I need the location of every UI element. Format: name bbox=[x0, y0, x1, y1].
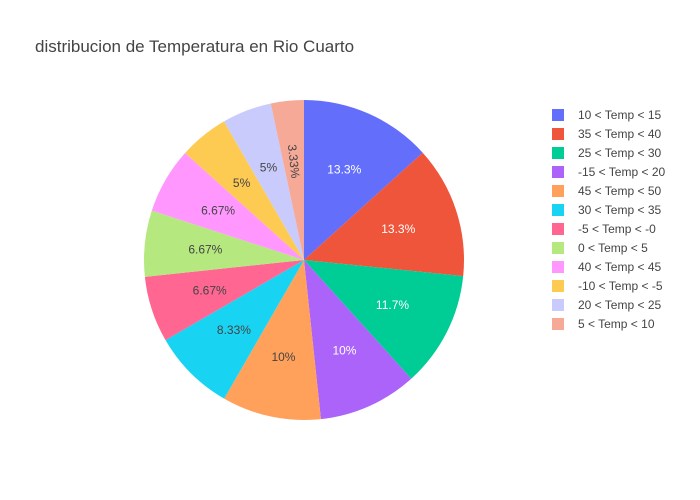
chart-title: distribucion de Temperatura en Rio Cuart… bbox=[35, 37, 354, 56]
legend-label: 0 < Temp < 5 bbox=[578, 241, 648, 255]
pie-slice[interactable] bbox=[304, 260, 412, 420]
legend-label: 10 < Temp < 15 bbox=[578, 108, 662, 122]
legend-swatch bbox=[552, 166, 564, 178]
legend-item[interactable]: -15 < Temp < 20 bbox=[552, 165, 665, 179]
legend-swatch bbox=[552, 204, 564, 216]
pie-slice[interactable] bbox=[185, 121, 304, 260]
pie-slice[interactable] bbox=[304, 100, 423, 260]
legend-item[interactable]: 40 < Temp < 45 bbox=[552, 260, 662, 274]
legend-swatch bbox=[552, 128, 564, 140]
legend-swatch bbox=[552, 242, 564, 254]
legend-label: 25 < Temp < 30 bbox=[578, 146, 662, 160]
legend-item[interactable]: 45 < Temp < 50 bbox=[552, 184, 662, 198]
legend-swatch bbox=[552, 147, 564, 159]
slice-label: 6.67% bbox=[201, 203, 235, 217]
slice-label: 10% bbox=[271, 350, 295, 364]
legend-item[interactable]: 20 < Temp < 25 bbox=[552, 298, 662, 312]
legend-label: 30 < Temp < 35 bbox=[578, 203, 662, 217]
legend-swatch bbox=[552, 223, 564, 235]
pie-slices bbox=[143, 100, 464, 420]
legend-label: 5 < Temp < 10 bbox=[578, 317, 655, 331]
slice-label: 6.67% bbox=[193, 284, 227, 298]
legend-label: 40 < Temp < 45 bbox=[578, 260, 662, 274]
legend-swatch bbox=[552, 280, 564, 292]
legend-swatch bbox=[552, 185, 564, 197]
legend-swatch bbox=[552, 299, 564, 311]
legend-label: -15 < Temp < 20 bbox=[578, 165, 665, 179]
legend-item[interactable]: -10 < Temp < -5 bbox=[552, 279, 663, 293]
pie-slice[interactable] bbox=[144, 260, 304, 341]
legend-label: 20 < Temp < 25 bbox=[578, 298, 662, 312]
legend-label: -5 < Temp < -0 bbox=[578, 222, 656, 236]
pie-slice[interactable] bbox=[270, 100, 304, 260]
pie-slice[interactable] bbox=[151, 152, 304, 260]
slice-label: 10% bbox=[332, 344, 356, 358]
slice-label: 8.33% bbox=[217, 323, 251, 337]
legend-item[interactable]: -5 < Temp < -0 bbox=[552, 222, 656, 236]
legend-swatch bbox=[552, 109, 564, 121]
pie-slice[interactable] bbox=[304, 152, 464, 277]
legend-item[interactable]: 30 < Temp < 35 bbox=[552, 203, 662, 217]
legend-item[interactable]: 5 < Temp < 10 bbox=[552, 317, 655, 331]
legend-swatch bbox=[552, 318, 564, 330]
slice-label: 3.33% bbox=[285, 144, 303, 180]
legend-swatch bbox=[552, 261, 564, 273]
pie-slice[interactable] bbox=[224, 103, 304, 260]
pie-labels: 13.3% 13.3% 11.7% 10% 10% 8.33% 6.67% 6.67% 6.67… bbox=[188, 144, 415, 364]
slice-label: 11.7% bbox=[376, 298, 409, 312]
pie-slice[interactable] bbox=[165, 260, 304, 399]
legend-label: 45 < Temp < 50 bbox=[578, 184, 662, 198]
legend-label: 35 < Temp < 40 bbox=[578, 127, 662, 141]
legend-item[interactable]: 0 < Temp < 5 bbox=[552, 241, 648, 255]
slice-label: 13.3% bbox=[381, 222, 415, 236]
legend-item[interactable]: 35 < Temp < 40 bbox=[552, 127, 662, 141]
pie-slice[interactable] bbox=[143, 210, 304, 277]
pie-slice[interactable] bbox=[304, 260, 464, 379]
legend-item[interactable]: 25 < Temp < 30 bbox=[552, 146, 662, 160]
slice-label: 5% bbox=[233, 176, 251, 190]
slice-label: 5% bbox=[260, 160, 278, 174]
slice-label: 13.3% bbox=[327, 162, 361, 176]
pie-slice[interactable] bbox=[224, 260, 321, 420]
legend[interactable]: 10 < Temp < 15 35 < Temp < 40 25 < Temp < … bbox=[552, 108, 665, 331]
slice-label: 6.67% bbox=[188, 243, 222, 257]
legend-label: -10 < Temp < -5 bbox=[578, 279, 663, 293]
legend-item[interactable]: 10 < Temp < 15 bbox=[552, 108, 662, 122]
